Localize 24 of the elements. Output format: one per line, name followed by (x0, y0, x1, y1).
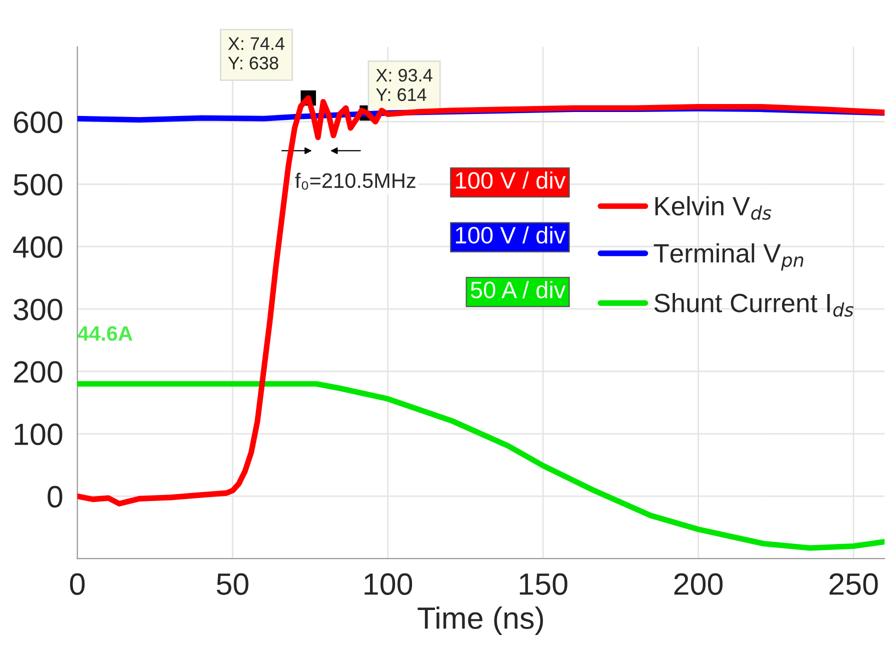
legend-label: Terminal V$_{pn}$ (654, 243, 804, 271)
x-tick-label: 250 (830, 573, 878, 595)
y-tick-label: 500 (14, 174, 62, 196)
x-tick-label: 150 (520, 573, 568, 595)
y-tick-label: 100 (14, 424, 62, 446)
y-tick-label: 300 (14, 298, 62, 320)
annotation: X: 74.4 Y: 638 (228, 37, 284, 70)
annotation: 44.6A (78, 326, 132, 341)
annotation: f₀=210.5MHz (295, 172, 416, 190)
x-tick-label: 200 (674, 573, 723, 595)
x-tick-label: 100 (364, 573, 412, 595)
legend-label: Shunt Current I$_{ds}$ (654, 293, 854, 317)
y-tick-label: 200 (14, 361, 62, 383)
y-tick-label: 0 (48, 486, 62, 508)
x-axis-title: Time (ns) (418, 606, 543, 636)
x-tick-label: 50 (216, 573, 248, 595)
y-tick-label: 600 (14, 111, 62, 134)
annotation: 100 V / div (456, 171, 566, 189)
annotation: X: 93.4 Y: 614 (376, 68, 432, 102)
x-tick-label: 0 (70, 573, 85, 595)
legend-label: Kelvin V$_{ds}$ (655, 196, 772, 220)
annotation: 100 V / div (456, 226, 566, 244)
annotation: 50 A / div (470, 280, 566, 298)
y-tick-label: 400 (13, 236, 62, 258)
